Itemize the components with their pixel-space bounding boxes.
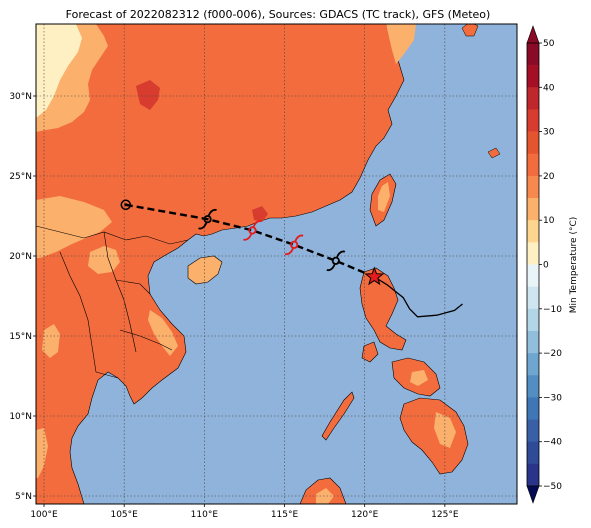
past-track-line [373,276,463,318]
land-cool-region [88,246,120,274]
figure-title: Forecast of 2022082312 (f000-006), Sourc… [66,8,491,21]
land-mindoro [361,341,379,363]
cyclone-eye [248,226,257,235]
track-symbols [120,199,385,286]
colorbar-band [527,375,539,398]
colorbar-extend-top [526,25,540,44]
lon-tick-label: 115°E [271,510,299,520]
cyclone-arm [326,263,336,272]
colorbar-band [527,353,539,376]
colorbar-tick-label: 50 [543,39,555,49]
colorbar-band [527,131,539,155]
land-taiwan-highland [378,182,390,212]
map-panel [36,24,517,504]
axis-ticks: 100°E 105°E 110°E 115°E 120°E 125°E 5°N 10°N 15°… [9,92,459,520]
land-mainland [36,24,405,504]
colorbar: 50 40 30 20 10 0 −10 −20 −30 −40 −50 [526,25,562,504]
graticule [36,24,517,504]
land-island [461,24,479,37]
colorbar-band [527,330,539,354]
colorbar-tick-label: −50 [543,482,562,492]
lat-tick-label: 15°N [9,332,32,342]
land-coldest-region [36,24,82,118]
land-hot-spot [136,80,160,110]
colorbar-band [527,441,539,465]
colorbar-tick-label: −20 [543,349,562,359]
colorbar-band [527,220,539,243]
colorbar-tick-label: 10 [543,216,555,226]
cyclone-eye [290,240,299,249]
colorbar-tick-label: −10 [543,305,562,315]
lat-tick-label: 25°N [9,172,32,182]
cyclone-arm [243,233,253,241]
lon-tick-label: 125°E [431,510,459,520]
land-hainan [187,255,223,285]
colorbar-tick-label: 20 [543,172,555,182]
lon-tick-label: 105°E [110,510,138,520]
cyclone-icon-red [284,234,304,256]
colorbar-band [527,153,539,177]
colorbar-band [527,109,539,132]
cyclone-arm [335,250,346,259]
lat-tick-label: 20°N [9,252,32,262]
lat-tick-label: 30°N [9,92,32,102]
cyclone-eye [331,256,340,265]
map-frame [35,23,518,505]
land-luzon [359,267,407,351]
colorbar-band [527,242,539,265]
colorbar-tick-label: 30 [543,128,555,138]
colorbar-band [527,397,539,420]
colorbar-band [527,419,539,442]
land-cool-region [36,428,48,478]
colorbar-label: Min Temperature (°C) [569,217,579,314]
track-point-center [124,203,128,207]
cyclone-arm [198,221,208,230]
cyclone-icon-red [243,220,262,241]
colorbar-band [527,65,539,88]
colorbar-band [527,463,539,487]
colorbar-band [527,87,539,110]
track-point-circle [120,199,132,211]
colorbar-band [527,198,539,221]
colorbar-band [527,308,539,332]
forecast-track-line [125,203,375,278]
colorbar-tick-label: 40 [543,83,555,93]
colorbar-band [527,286,539,310]
land-borneo-highland [316,488,334,504]
cyclone-icon-black [326,250,346,272]
lon-tick-label: 110°E [191,510,219,520]
cyclone-arm [294,234,304,243]
colorbar-extend-bottom [526,485,540,504]
land-cool-region [148,310,178,356]
land-cool-region [36,196,112,258]
land-island [487,147,501,159]
country-borders [36,225,189,379]
land-mindanao [399,397,469,475]
lon-tick-label: 120°E [351,510,379,520]
colorbar-band [527,43,539,66]
land-warm-north [386,24,416,64]
colorbar-band [527,175,539,199]
cyclone-arm [252,220,262,228]
cyclone-arm [207,208,217,217]
lat-tick-label: 5°N [15,492,32,502]
land-cool-region [42,324,60,358]
current-position-star [364,266,385,286]
land-visayas-highland [410,370,428,386]
cyclone-arm [284,247,294,256]
colorbar-tick-label: −40 [543,438,562,448]
cyclone-eye [203,215,212,224]
colorbar-tick-label: −30 [543,393,562,403]
lon-tick-label: 100°E [30,510,58,520]
colorbar-tick-label: 0 [543,261,549,271]
cyclone-icon-black [198,208,217,230]
land-hot-spot [252,206,268,222]
lat-tick-label: 10°N [9,412,32,422]
colorbar-band [527,264,539,287]
